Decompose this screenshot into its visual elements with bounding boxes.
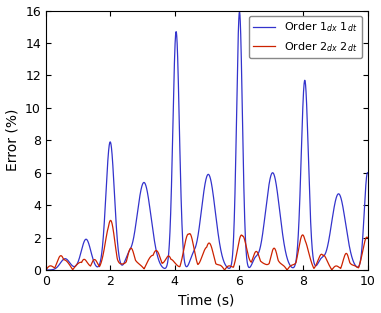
Order 1$_{dx}$ 1$_{dt}$ (365, 171, 370, 175)
Order 2$_{dx}$ 2$_{dt}$ (234, 254, 239, 258)
Order 2$_{dx}$ 2$_{dt}$ (365, 236, 370, 239)
Order 2$_{dx}$ 2$_{dt}$ (248, 259, 253, 263)
X-axis label: Time (s): Time (s) (178, 294, 235, 307)
Legend: Order 1$_{dx}$ 1$_{dt}$, Order 2$_{dx}$ 2$_{dt}$: Order 1$_{dx}$ 1$_{dt}$, Order 2$_{dx}$ … (249, 16, 362, 58)
Line: Order 1$_{dx}$ 1$_{dt}$: Order 1$_{dx}$ 1$_{dt}$ (46, 12, 368, 270)
Line: Order 2$_{dx}$ 2$_{dt}$: Order 2$_{dx}$ 2$_{dt}$ (46, 220, 368, 270)
Y-axis label: Error (%): Error (%) (6, 109, 19, 172)
Order 1$_{dx}$ 1$_{dt}$ (234, 134, 239, 138)
Order 2$_{dx}$ 2$_{dt}$ (299, 234, 304, 238)
Order 2$_{dx}$ 2$_{dt}$ (60, 254, 64, 258)
Order 1$_{dx}$ 1$_{dt}$ (160, 265, 165, 269)
Order 2$_{dx}$ 2$_{dt}$ (108, 218, 113, 222)
Order 1$_{dx}$ 1$_{dt}$ (299, 144, 304, 148)
Order 2$_{dx}$ 2$_{dt}$ (43, 268, 48, 272)
Order 1$_{dx}$ 1$_{dt}$ (248, 265, 253, 269)
Order 1$_{dx}$ 1$_{dt}$ (43, 268, 48, 272)
Order 2$_{dx}$ 2$_{dt}$ (160, 261, 165, 265)
Order 1$_{dx}$ 1$_{dt}$ (282, 244, 287, 247)
Order 1$_{dx}$ 1$_{dt}$ (237, 10, 242, 14)
Order 1$_{dx}$ 1$_{dt}$ (60, 259, 64, 263)
Order 2$_{dx}$ 2$_{dt}$ (282, 264, 287, 268)
